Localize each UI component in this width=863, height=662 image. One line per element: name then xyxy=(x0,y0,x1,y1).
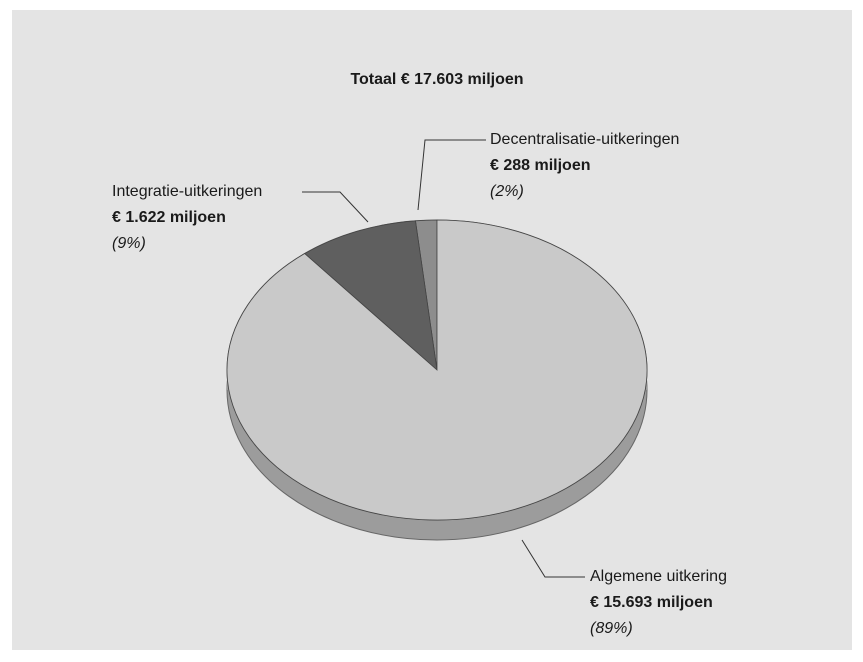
pie-slice xyxy=(226,219,648,521)
slice-label: Algemene uitkering xyxy=(590,568,727,585)
leader-line xyxy=(521,539,585,578)
leader-line xyxy=(417,139,486,211)
value-label: € 288 miljoen xyxy=(490,157,591,174)
share-label: (9%) xyxy=(112,235,146,252)
value-label: € 1.622 miljoen xyxy=(112,209,226,226)
slice-label: Integratie-uitkeringen xyxy=(112,183,262,200)
share-label: (89%) xyxy=(590,620,633,637)
leader-line xyxy=(302,191,369,223)
share-label: (2%) xyxy=(490,183,524,200)
chart-title: Totaal € 17.603 miljoen xyxy=(350,71,523,88)
slice-label: Decentralisatie-uitkeringen xyxy=(490,131,679,148)
value-label: € 15.693 miljoen xyxy=(590,594,713,611)
pie-slice xyxy=(303,220,438,372)
